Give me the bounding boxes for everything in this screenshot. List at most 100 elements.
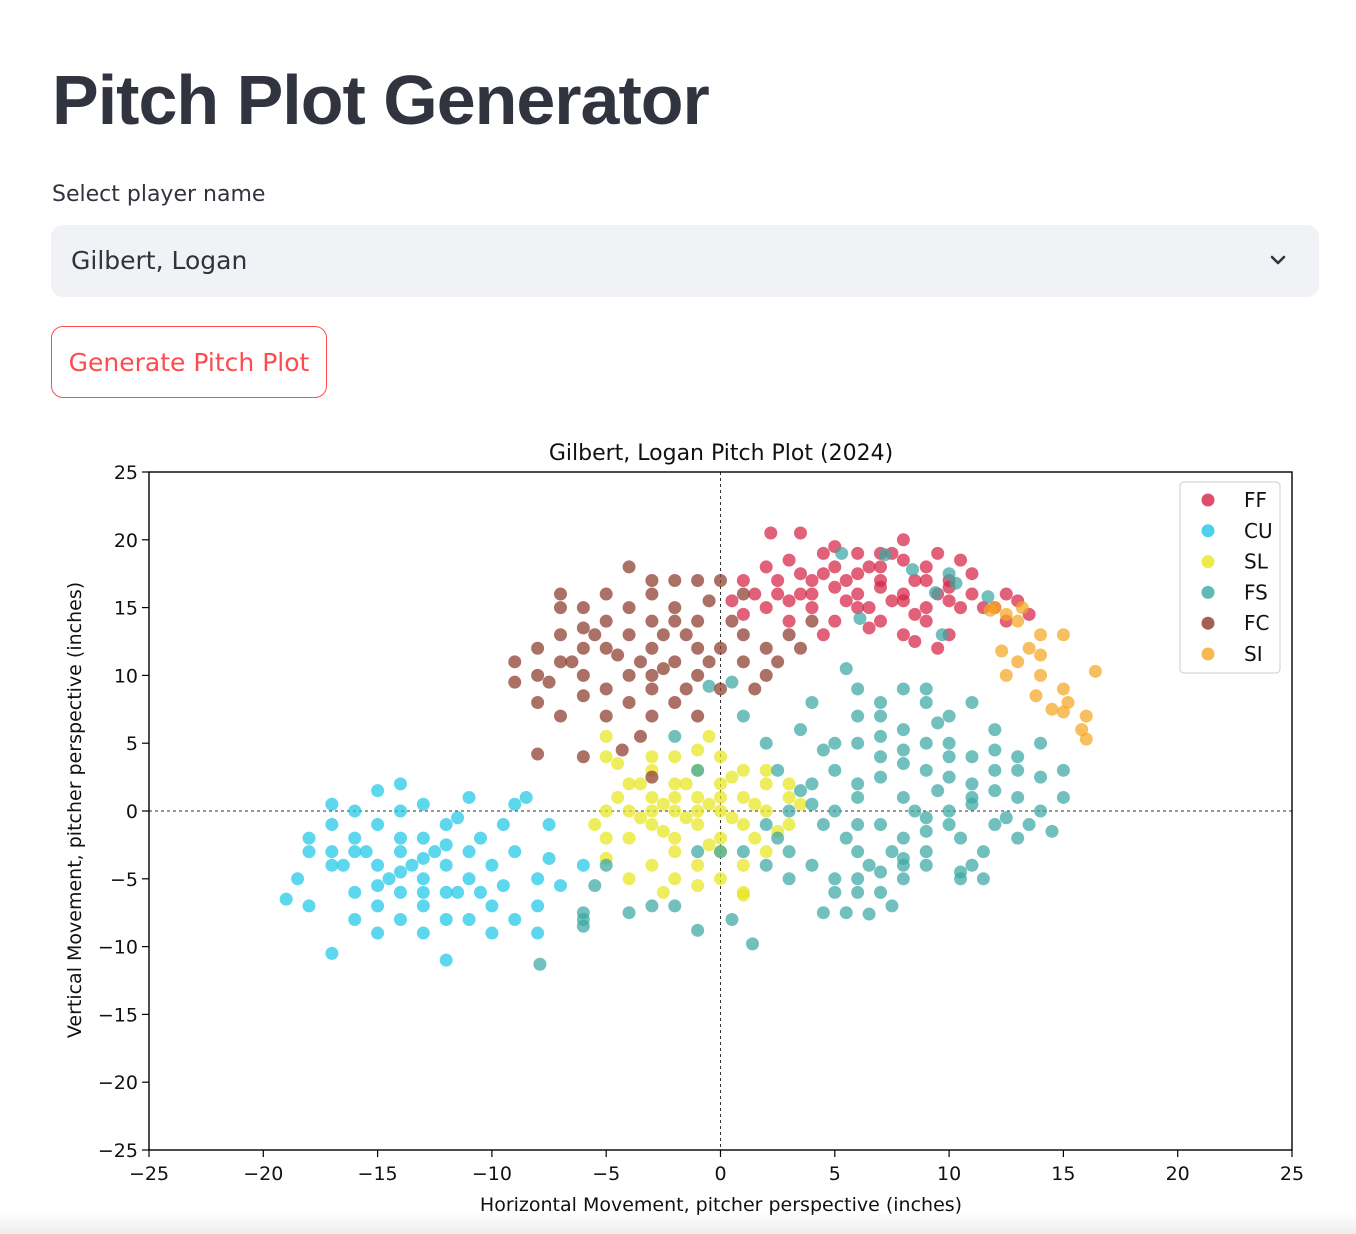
data-point <box>851 777 865 791</box>
series-fs <box>533 546 1070 971</box>
data-point <box>371 818 385 832</box>
data-point <box>954 872 968 886</box>
data-point <box>862 560 876 574</box>
data-point <box>668 750 682 764</box>
data-point <box>759 736 773 750</box>
data-point <box>919 811 933 825</box>
data-point <box>725 912 739 926</box>
data-point <box>553 655 567 669</box>
data-point <box>851 872 865 886</box>
data-point <box>885 594 899 608</box>
data-point <box>839 594 853 608</box>
pitch-plot-svg: Gilbert, Logan Pitch Plot (2024) Horizon… <box>64 441 1304 1216</box>
data-point <box>919 560 933 574</box>
chevron-down-icon[interactable] <box>1267 249 1289 271</box>
data-point <box>828 872 842 886</box>
data-point <box>622 628 636 642</box>
data-point <box>794 587 808 601</box>
data-point <box>805 858 819 872</box>
data-point <box>805 573 819 587</box>
data-point <box>759 777 773 791</box>
data-point <box>748 587 762 601</box>
data-point <box>805 601 819 615</box>
data-point <box>645 790 659 804</box>
data-point <box>828 763 842 777</box>
x-tick-label: −5 <box>592 1163 620 1185</box>
data-point <box>764 526 778 540</box>
data-point <box>1011 831 1025 845</box>
data-point <box>302 845 316 859</box>
data-point <box>885 845 899 859</box>
data-point <box>599 587 613 601</box>
data-point <box>908 573 922 587</box>
data-point <box>908 635 922 648</box>
legend-label: FC <box>1244 611 1269 635</box>
data-point <box>439 953 453 967</box>
data-point <box>302 899 316 913</box>
data-point <box>839 662 853 676</box>
data-point <box>714 845 727 859</box>
data-point <box>736 607 750 621</box>
data-point <box>931 784 945 798</box>
data-point <box>599 831 613 845</box>
data-point <box>942 770 956 784</box>
bottom-fade <box>0 1212 1356 1234</box>
data-point <box>759 601 773 615</box>
data-point <box>935 628 949 642</box>
player-select-label: Select player name <box>52 182 266 207</box>
data-point <box>748 682 762 696</box>
data-point <box>896 553 910 567</box>
player-select[interactable]: Gilbert, Logan <box>51 225 1319 297</box>
data-point <box>919 601 933 615</box>
data-point <box>348 912 362 926</box>
data-point <box>931 641 945 655</box>
data-point <box>656 662 670 676</box>
data-point <box>416 872 430 886</box>
data-point <box>1011 614 1025 628</box>
data-point <box>702 679 716 693</box>
data-point <box>714 790 727 804</box>
data-point <box>999 811 1013 825</box>
data-point <box>393 912 407 926</box>
data-point <box>599 614 613 628</box>
data-point <box>965 797 979 811</box>
data-point <box>1011 763 1025 777</box>
data-point <box>576 621 590 635</box>
data-point <box>1015 601 1029 615</box>
data-point <box>462 872 476 886</box>
y-tick-label: 0 <box>126 801 138 823</box>
data-point <box>896 757 910 771</box>
generate-pitch-plot-button[interactable]: Generate Pitch Plot <box>51 326 327 398</box>
data-point <box>736 763 750 777</box>
data-point <box>919 845 933 859</box>
data-point <box>1056 705 1070 719</box>
data-point <box>371 899 385 913</box>
data-point <box>794 723 808 737</box>
data-point <box>771 763 785 777</box>
data-point <box>416 797 430 811</box>
x-tick-label: 5 <box>829 1163 841 1185</box>
data-point <box>725 770 739 784</box>
data-point <box>576 750 590 764</box>
y-tick-label: 15 <box>114 598 138 620</box>
data-point <box>371 858 385 872</box>
data-point <box>816 906 830 920</box>
data-point <box>576 858 590 872</box>
data-point <box>896 872 910 886</box>
data-point <box>485 858 499 872</box>
data-point <box>576 668 590 682</box>
data-point <box>942 709 956 723</box>
data-point <box>485 899 499 913</box>
data-point <box>908 607 922 621</box>
data-point <box>816 546 830 560</box>
data-point <box>1056 628 1070 642</box>
data-point <box>759 641 773 655</box>
x-axis-ticks: −25 −20 −15 −10 −5 0 5 10 15 20 25 <box>129 1150 1304 1185</box>
data-point <box>862 621 876 635</box>
data-point <box>736 587 750 601</box>
legend-marker <box>1201 524 1215 538</box>
data-point <box>508 675 522 689</box>
data-point <box>965 777 979 791</box>
data-point <box>931 716 945 730</box>
data-point <box>668 655 682 669</box>
